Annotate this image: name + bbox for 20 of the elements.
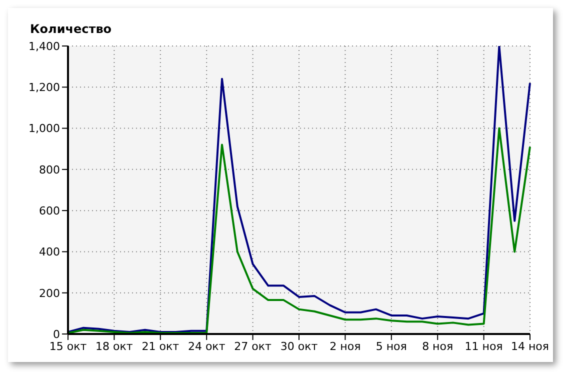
y-tick-label: 1,400	[28, 40, 60, 53]
x-tick-label: 21 окт	[142, 340, 180, 353]
x-tick-label: 24 окт	[188, 340, 226, 353]
y-tick-label: 1,000	[28, 122, 60, 136]
y-tick-label: 200	[39, 286, 60, 300]
y-tick-label: 800	[39, 163, 60, 176]
x-tick-label: 8 ноя	[422, 340, 454, 353]
x-tick-label: 27 окт	[234, 340, 272, 353]
x-tick-label: 15 окт	[49, 340, 88, 353]
x-tick-label: 18 окт	[96, 340, 134, 353]
x-tick-label: 30 окт	[280, 340, 318, 353]
y-tick-label: 0	[53, 328, 60, 341]
x-tick-label: 14 ноя	[510, 340, 550, 353]
chart-title: Количество	[30, 22, 112, 36]
y-tick-label: 1,200	[28, 81, 60, 94]
x-tick-label: 2 ноя	[330, 340, 361, 353]
x-tick-label: 11 ноя	[464, 340, 503, 353]
y-tick-label: 600	[39, 204, 60, 218]
x-tick-label: 5 ноя	[376, 340, 407, 353]
y-tick-label: 400	[39, 246, 60, 259]
